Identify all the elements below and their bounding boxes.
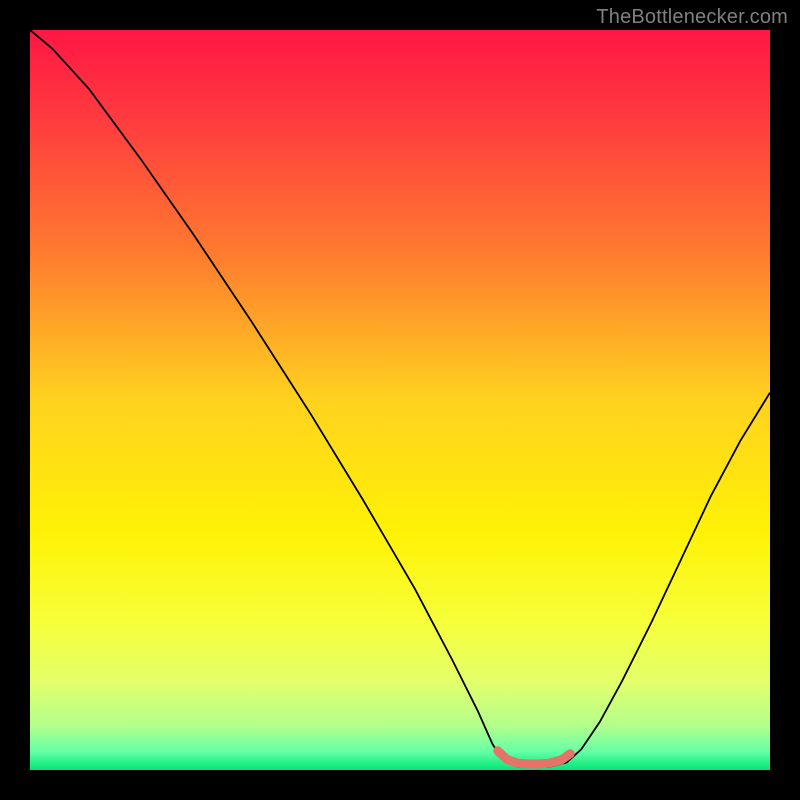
gradient-background — [30, 30, 770, 770]
watermark-text: TheBottlenecker.com — [596, 6, 788, 29]
plot-area — [30, 30, 770, 770]
chart-svg — [30, 30, 770, 770]
chart-frame: TheBottlenecker.com — [0, 0, 800, 800]
